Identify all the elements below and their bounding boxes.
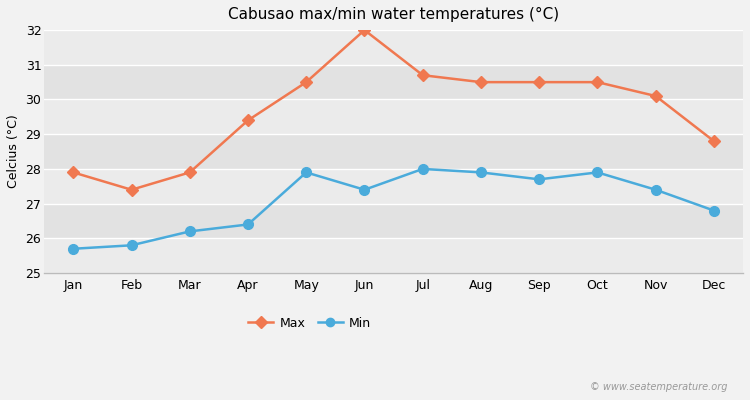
Max: [535, 80, 544, 84]
Bar: [44, 30, 743, 65]
Max: [593, 80, 602, 84]
Min: [244, 222, 253, 227]
Min: [127, 243, 136, 248]
Y-axis label: Celcius (°C): Celcius (°C): [7, 115, 20, 188]
Min: [419, 166, 428, 171]
Max: [651, 94, 660, 98]
Bar: [44, 169, 743, 204]
Min: [476, 170, 485, 175]
Max: [360, 28, 369, 32]
Min: [360, 187, 369, 192]
Max: [69, 170, 78, 175]
Max: [244, 118, 253, 123]
Title: Cabusao max/min water temperatures (°C): Cabusao max/min water temperatures (°C): [228, 7, 560, 22]
Line: Min: Min: [68, 164, 718, 254]
Max: [302, 80, 310, 84]
Max: [419, 73, 428, 78]
Bar: [44, 204, 743, 238]
Bar: [44, 238, 743, 273]
Min: [302, 170, 310, 175]
Legend: Max, Min: Max, Min: [243, 312, 376, 335]
Max: [127, 187, 136, 192]
Min: [185, 229, 194, 234]
Min: [69, 246, 78, 251]
Max: [476, 80, 485, 84]
Bar: [44, 134, 743, 169]
Min: [535, 177, 544, 182]
Min: [593, 170, 602, 175]
Text: © www.seatemperature.org: © www.seatemperature.org: [590, 382, 728, 392]
Min: [710, 208, 718, 213]
Bar: [44, 100, 743, 134]
Max: [185, 170, 194, 175]
Min: [651, 187, 660, 192]
Line: Max: Max: [69, 26, 718, 194]
Max: [710, 139, 718, 144]
Bar: [44, 65, 743, 100]
